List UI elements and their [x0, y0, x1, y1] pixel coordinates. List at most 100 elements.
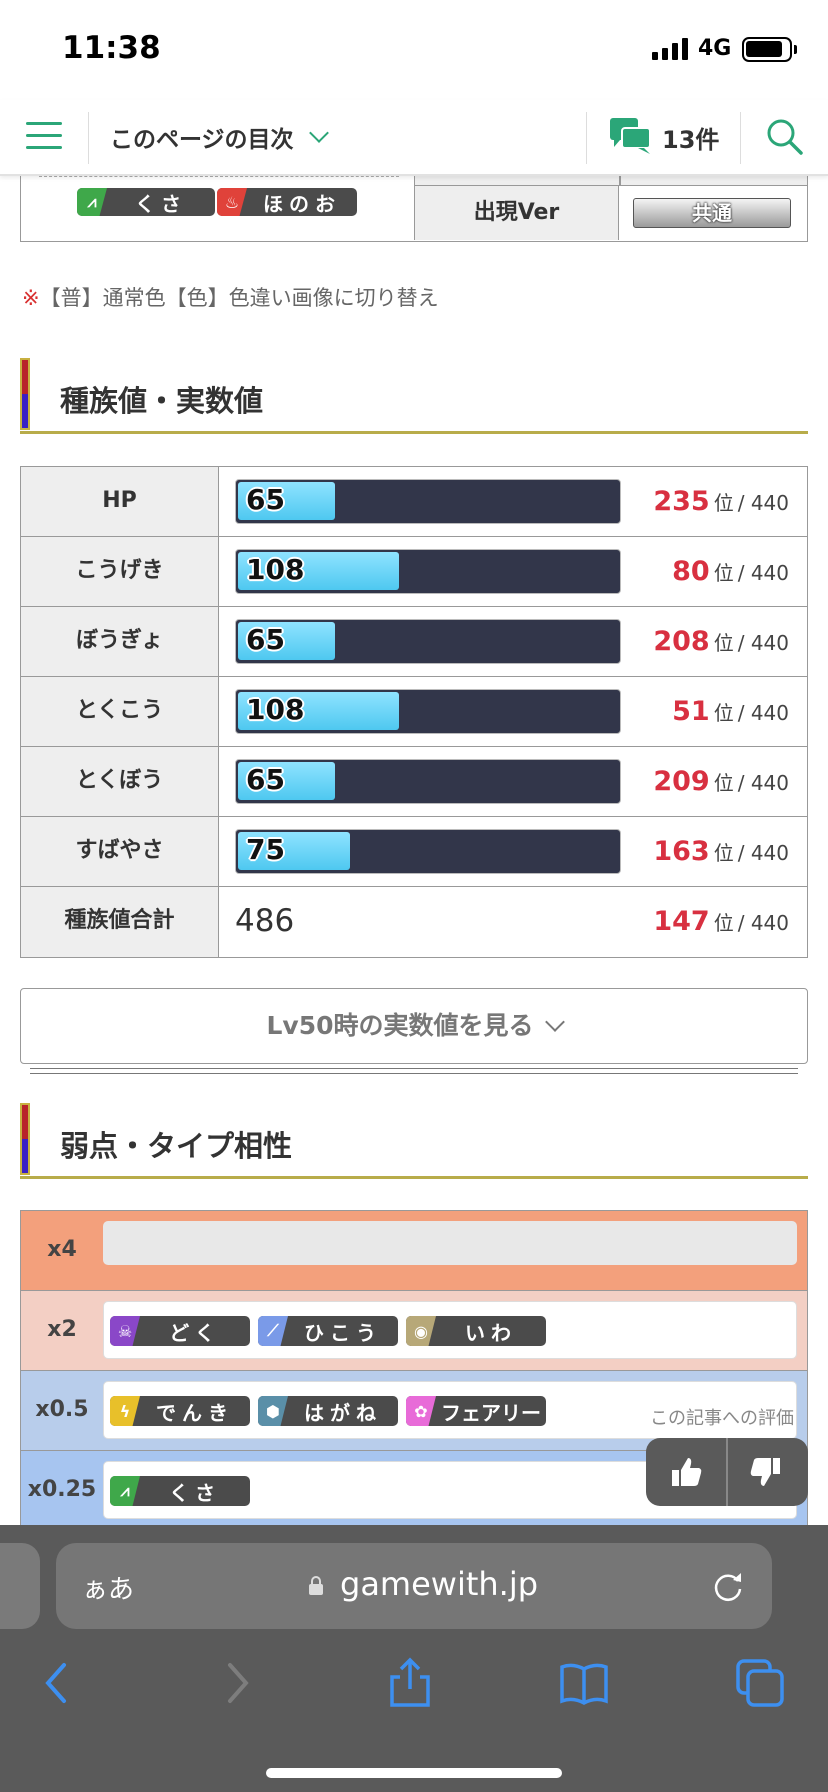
type-list: ϟ でんき ⬢ はがね ✿ フェアリー	[103, 1381, 797, 1439]
reload-icon[interactable]	[710, 1569, 746, 1605]
stat-bar-fill	[238, 622, 335, 660]
stat-total-row: 種族値合計 486 147 位/ 440	[21, 887, 807, 957]
stat-row: ぼうぎょ 65 208 位/ 440	[21, 607, 807, 677]
stat-name: とくこう	[21, 677, 219, 746]
bookmarks-icon[interactable]	[558, 1657, 610, 1709]
heading-accent	[20, 358, 30, 430]
stat-bar: 75	[235, 829, 621, 874]
type-badge[interactable]: ☠ どく	[110, 1316, 250, 1346]
type-badge[interactable]: ϟ でんき	[110, 1396, 250, 1426]
stat-rank: 80 位/ 440	[672, 556, 789, 587]
stat-bar: 108	[235, 689, 621, 734]
stat-rank: 147 位/ 440	[653, 906, 789, 937]
browser-toolbar: ぁあ gamewith.jp	[0, 1525, 828, 1792]
stats-table: HP 65 235 位/ 440 こうげき 108 80 位/ 440 ぼうぎょ 65 208 位 / …	[20, 466, 808, 958]
type-badge-fire: ♨ ほのお	[217, 188, 357, 216]
status-time: 11:38	[62, 30, 161, 66]
version-button[interactable]: 共通	[633, 198, 791, 228]
stat-rank: 51 位/ 440	[672, 696, 789, 727]
multiplier-label: x4	[47, 1237, 77, 1262]
stat-bar: 65	[235, 619, 621, 664]
leaf-icon: ⩘	[110, 1476, 140, 1506]
menu-icon[interactable]	[26, 122, 62, 152]
stat-value: 65	[246, 623, 285, 656]
share-icon[interactable]	[384, 1657, 436, 1709]
multiplier-label: x0.25	[27, 1477, 97, 1502]
weakness-row: x4	[21, 1211, 807, 1291]
stat-bar: 65	[235, 759, 621, 804]
stat-total-value: 486	[235, 903, 295, 939]
stat-bar: 65	[235, 479, 621, 524]
search-icon[interactable]	[764, 116, 804, 156]
stat-rank: 208 位/ 440	[653, 626, 789, 657]
fairy-icon: ✿	[406, 1396, 436, 1426]
stat-value: 65	[246, 483, 285, 516]
bolt-icon: ϟ	[110, 1396, 140, 1426]
stat-value: 65	[246, 763, 285, 796]
stat-rank: 209 位/ 440	[653, 766, 789, 797]
multiplier-label: x2	[47, 1317, 77, 1342]
rating-widget	[646, 1438, 808, 1506]
chevron-down-icon	[544, 1012, 565, 1032]
stat-name: とくぼう	[21, 747, 219, 816]
address-bar[interactable]: ぁあ gamewith.jp	[56, 1543, 772, 1629]
type-badge[interactable]: ⟋ ひこう	[258, 1316, 398, 1346]
divider	[740, 112, 741, 164]
version-label: 出現Ver	[415, 186, 619, 240]
stat-name: すばやさ	[21, 817, 219, 886]
stat-row: すばやさ 75 163 位/ 440	[21, 817, 807, 887]
tabs-icon[interactable]	[734, 1657, 786, 1709]
comment-icon[interactable]	[608, 116, 652, 156]
lock-icon	[309, 1576, 323, 1595]
stat-bar-fill	[238, 762, 335, 800]
chevron-down-icon	[309, 123, 329, 143]
stat-bar-fill	[238, 832, 350, 870]
type-badge[interactable]: ⩘ くさ	[110, 1476, 250, 1506]
thumbs-up-icon[interactable]	[666, 1452, 706, 1492]
section-heading-stats: 種族値・実数値	[20, 358, 808, 434]
heading-accent	[20, 1103, 30, 1175]
stat-rank: 235 位/ 440	[653, 486, 789, 517]
back-icon[interactable]	[32, 1657, 84, 1709]
lv50-stats-button[interactable]: Lv50時の実数値を見る	[20, 988, 808, 1064]
type-list: ☠ どく ⟋ ひこう ◉ いわ	[103, 1301, 797, 1359]
stat-row: こうげき 108 80 位/ 440	[21, 537, 807, 607]
rating-label: この記事への評価	[650, 1408, 794, 1429]
toc-button[interactable]: このページの目次	[110, 127, 294, 153]
type-badge[interactable]: ✿ フェアリー	[406, 1396, 546, 1426]
stat-row: とくこう 108 51 位/ 440	[21, 677, 807, 747]
leaf-icon: ⩘	[77, 188, 107, 216]
site-header: このページの目次 13件	[0, 100, 828, 176]
section-heading-weakness: 弱点・タイプ相性	[20, 1103, 808, 1179]
stat-name: こうげき	[21, 537, 219, 606]
status-bar: 11:38 4G	[0, 0, 828, 100]
stat-name: ぼうぎょ	[21, 607, 219, 676]
color-note: ※【普】通常色【色】色違い画像に切り替え	[22, 286, 439, 310]
stat-bar: 108	[235, 549, 621, 594]
thumbs-down-icon[interactable]	[746, 1452, 786, 1492]
rock-icon: ◉	[406, 1316, 436, 1346]
type-badge[interactable]: ◉ いわ	[406, 1316, 546, 1346]
comment-count[interactable]: 13件	[662, 126, 720, 154]
stat-name: HP	[21, 467, 219, 536]
weakness-row: x2 ☠ どく ⟋ ひこう ◉ いわ	[21, 1291, 807, 1371]
forward-icon[interactable]	[210, 1657, 262, 1709]
type-badge[interactable]: ⬢ はがね	[258, 1396, 398, 1426]
home-indicator	[266, 1768, 562, 1778]
multiplier-label: x0.5	[35, 1397, 89, 1422]
stat-row: とくぼう 65 209 位/ 440	[21, 747, 807, 817]
divider	[586, 112, 587, 164]
weakness-row: x0.5 ϟ でんき ⬢ はがね ✿ フェアリー	[21, 1371, 807, 1451]
previous-tab-edge[interactable]	[0, 1543, 40, 1629]
url-text[interactable]: gamewith.jp	[340, 1565, 539, 1603]
steel-icon: ⬢	[258, 1396, 288, 1426]
stat-value: 108	[246, 553, 305, 586]
flame-icon: ♨	[217, 188, 247, 216]
divider	[88, 112, 89, 164]
type-list	[103, 1221, 797, 1265]
reader-options-button[interactable]: ぁあ	[82, 1575, 135, 1605]
divider	[30, 1068, 798, 1074]
stat-bar-fill	[238, 482, 335, 520]
type-badge-grass: ⩘ くさ	[77, 188, 215, 216]
poison-icon: ☠	[110, 1316, 140, 1346]
